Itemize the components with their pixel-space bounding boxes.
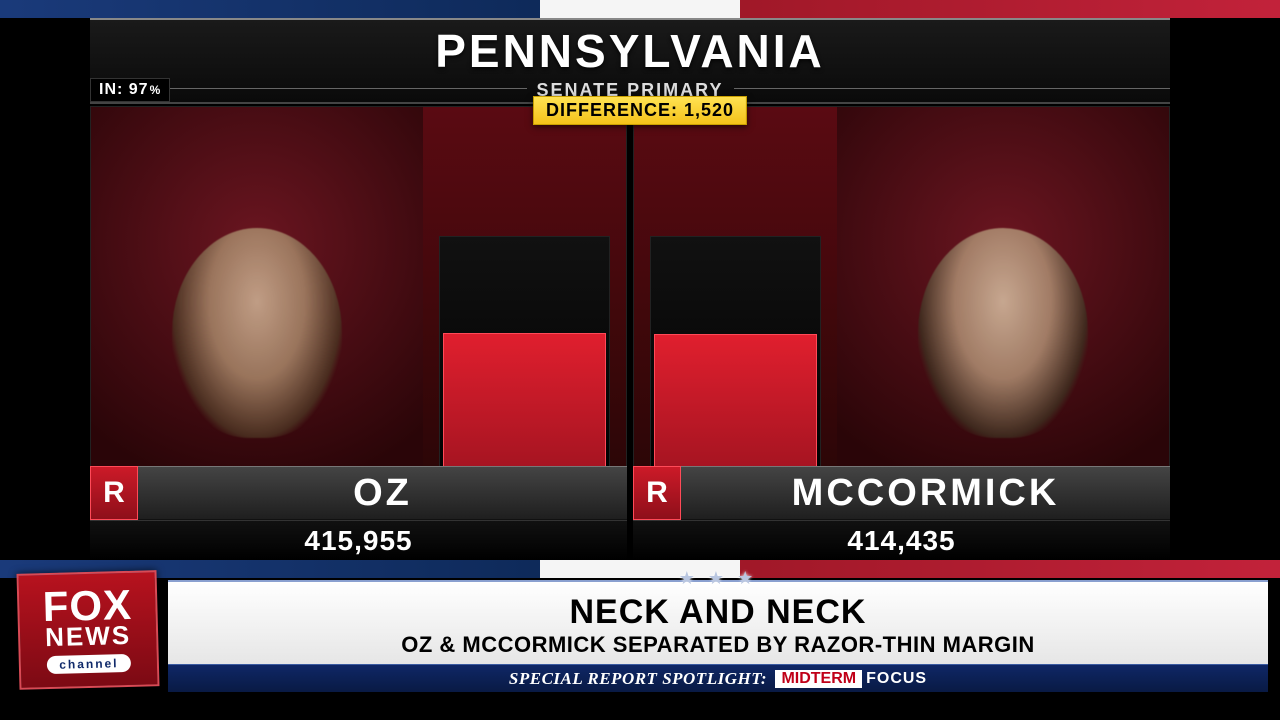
fox-news-logo: FOX NEWS channel (17, 570, 160, 690)
flag-stripe-bottom (0, 560, 1280, 578)
strip-lead: SPECIAL REPORT SPOTLIGHT: (509, 669, 767, 689)
headshot-placeholder (172, 228, 342, 438)
strip-midterm: MIDTERM (775, 670, 862, 688)
vote-count-mccormick: 414,435 (633, 520, 1170, 560)
difference-value: 1,520 (684, 100, 734, 120)
info-oz: R OZ 415,955 (90, 466, 627, 560)
candidate-name-oz: OZ (138, 466, 627, 520)
bar-background (439, 236, 610, 486)
name-vote-bar: R OZ 415,955 R MCCORMICK 414,435 (90, 466, 1170, 560)
special-report-strip: SPECIAL REPORT SPOTLIGHT: MIDTERM FOCUS (168, 664, 1268, 692)
in-label: IN: (99, 81, 123, 98)
stars-icon: ★ ★ ★ (679, 568, 757, 589)
reporting-in-badge: IN: 97% (90, 78, 170, 102)
headshot-placeholder (918, 228, 1088, 438)
difference-badge: DIFFERENCE: 1,520 (533, 96, 747, 125)
party-badge-mccormick: R (633, 466, 681, 520)
difference-label: DIFFERENCE: (546, 100, 678, 120)
bottom-bar (0, 692, 1280, 720)
info-mccormick: R MCCORMICK 414,435 (633, 466, 1170, 560)
in-unit: % (150, 83, 162, 97)
candidate-name-mccormick: MCCORMICK (681, 466, 1170, 520)
logo-channel: channel (47, 653, 131, 673)
in-value: 97 (129, 81, 149, 98)
strip-focus: FOCUS (866, 670, 927, 688)
lower-subhead: OZ & MCCORMICK SEPARATED BY RAZOR-THIN M… (401, 632, 1035, 658)
bar-background (650, 236, 821, 486)
state-name: PENNSYLVANIA (435, 24, 825, 78)
lower-third: ★ ★ ★ NECK AND NECK OZ & MCCORMICK SEPAR… (168, 580, 1268, 664)
flag-stripe-top (0, 0, 1280, 18)
party-badge-oz: R (90, 466, 138, 520)
logo-news: NEWS (45, 624, 132, 650)
race-header: PENNSYLVANIA SENATE PRIMARY IN: 97% (90, 18, 1170, 104)
bar-fill (654, 334, 817, 482)
vote-count-oz: 415,955 (90, 520, 627, 560)
lower-headline: NECK AND NECK (570, 593, 867, 632)
bar-fill (443, 333, 606, 482)
